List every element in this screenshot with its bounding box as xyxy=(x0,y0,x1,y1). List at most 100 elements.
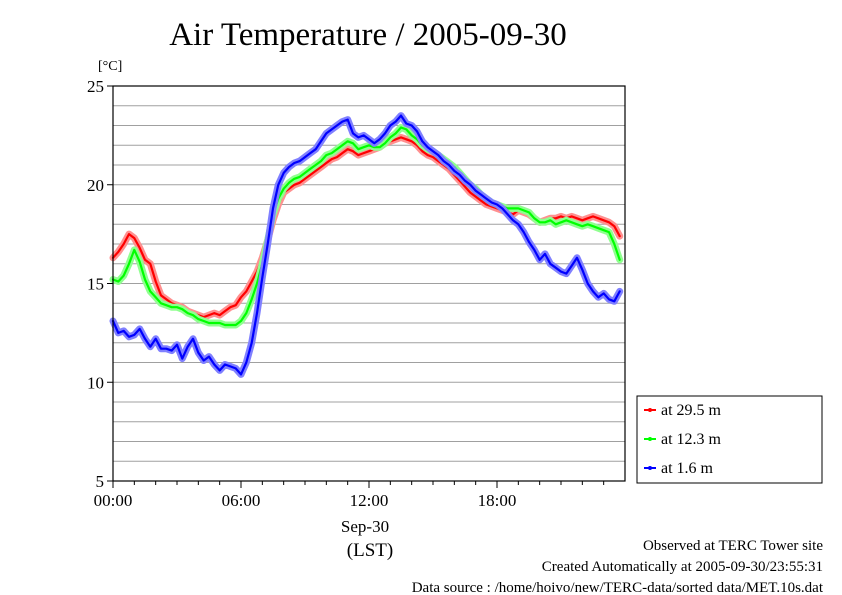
series-band xyxy=(109,133,624,321)
data-point xyxy=(218,322,221,324)
data-point xyxy=(288,166,290,168)
data-point xyxy=(250,298,253,301)
footer-created-note: Created Automatically at 2005-09-30/23:5… xyxy=(542,559,823,575)
data-point xyxy=(346,148,349,150)
data-point xyxy=(256,282,258,285)
data-point xyxy=(570,264,573,267)
grid-lines xyxy=(113,105,625,462)
data-point xyxy=(224,324,226,326)
data-point xyxy=(160,302,162,305)
data-point xyxy=(229,324,232,326)
data-point xyxy=(149,262,152,265)
data-point xyxy=(117,251,120,253)
data-point xyxy=(160,347,162,350)
legend-box xyxy=(636,395,823,484)
data-point xyxy=(410,134,413,137)
data-point xyxy=(176,343,178,346)
data-point xyxy=(149,345,152,348)
data-point xyxy=(234,367,237,370)
x-tick-label: 12:00 xyxy=(350,491,389,510)
data-point xyxy=(384,142,386,145)
data-point xyxy=(368,144,370,147)
data-point xyxy=(485,203,488,206)
legend: at 29.5 m at 12.3 m at 1.6 m xyxy=(636,395,823,484)
data-point xyxy=(234,324,237,326)
data-point xyxy=(405,138,408,141)
data-point xyxy=(410,124,413,127)
data-point xyxy=(490,201,493,204)
series-line xyxy=(111,136,621,319)
data-point xyxy=(224,310,226,312)
data-point xyxy=(496,203,498,206)
data-point xyxy=(538,259,541,261)
data-point xyxy=(346,118,349,121)
data-point xyxy=(400,114,402,117)
data-point xyxy=(314,148,317,150)
data-point xyxy=(549,219,552,222)
data-point xyxy=(378,146,381,149)
data-point xyxy=(213,363,216,366)
data-point xyxy=(309,168,312,170)
data-point xyxy=(506,213,509,216)
data-point xyxy=(544,253,546,255)
data-point xyxy=(277,183,280,186)
data-point xyxy=(528,211,530,214)
data-point xyxy=(597,227,600,229)
data-point xyxy=(298,160,301,162)
data-point xyxy=(448,164,450,166)
data-point xyxy=(186,345,189,348)
data-point xyxy=(133,249,136,251)
data-point xyxy=(245,361,248,364)
data-point xyxy=(528,241,530,243)
data-point xyxy=(288,181,290,184)
data-point xyxy=(613,300,616,303)
data-point xyxy=(330,158,333,160)
data-point xyxy=(410,140,413,143)
y-tick-label: 5 xyxy=(96,472,105,491)
data-point xyxy=(581,268,584,271)
footer-data-source: Data source : /home/hoivo/new/TERC-data/… xyxy=(412,580,824,595)
data-point xyxy=(394,120,397,123)
x-axis-ticks: 00:00 06:00 12:00 18:00 xyxy=(94,481,605,510)
data-point xyxy=(122,243,125,245)
data-point xyxy=(618,235,621,237)
data-point xyxy=(522,231,525,233)
data-point xyxy=(250,280,253,283)
data-point xyxy=(400,136,402,139)
data-point xyxy=(432,156,434,158)
data-point xyxy=(128,336,130,338)
data-point xyxy=(154,296,157,299)
data-point xyxy=(544,221,546,224)
y-tick-label: 10 xyxy=(87,373,104,392)
data-point xyxy=(170,306,173,309)
data-point xyxy=(464,180,466,182)
data-point xyxy=(304,178,306,180)
data-point xyxy=(613,243,616,245)
data-point xyxy=(240,320,242,322)
data-point xyxy=(117,280,120,283)
data-point xyxy=(608,221,610,224)
data-point xyxy=(464,185,466,188)
data-point xyxy=(144,278,146,281)
data-point xyxy=(586,217,589,220)
data-point xyxy=(154,338,157,340)
data-point xyxy=(192,338,194,340)
data-point xyxy=(149,290,152,293)
data-point xyxy=(384,132,386,135)
data-point xyxy=(602,292,605,295)
data-point xyxy=(298,176,301,178)
data-point xyxy=(437,154,440,156)
data-point xyxy=(229,306,232,309)
data-point xyxy=(597,217,600,220)
data-point xyxy=(469,183,472,186)
data-point xyxy=(346,140,349,143)
data-point xyxy=(554,223,557,226)
y-axis-unit-label: [°C] xyxy=(98,59,122,74)
data-point xyxy=(485,197,488,200)
data-point xyxy=(357,136,360,139)
data-point xyxy=(240,373,242,376)
data-point xyxy=(165,298,168,301)
chart-title: Air Temperature / 2005-09-30 xyxy=(169,17,567,53)
data-point xyxy=(165,347,168,350)
data-point xyxy=(373,146,376,149)
